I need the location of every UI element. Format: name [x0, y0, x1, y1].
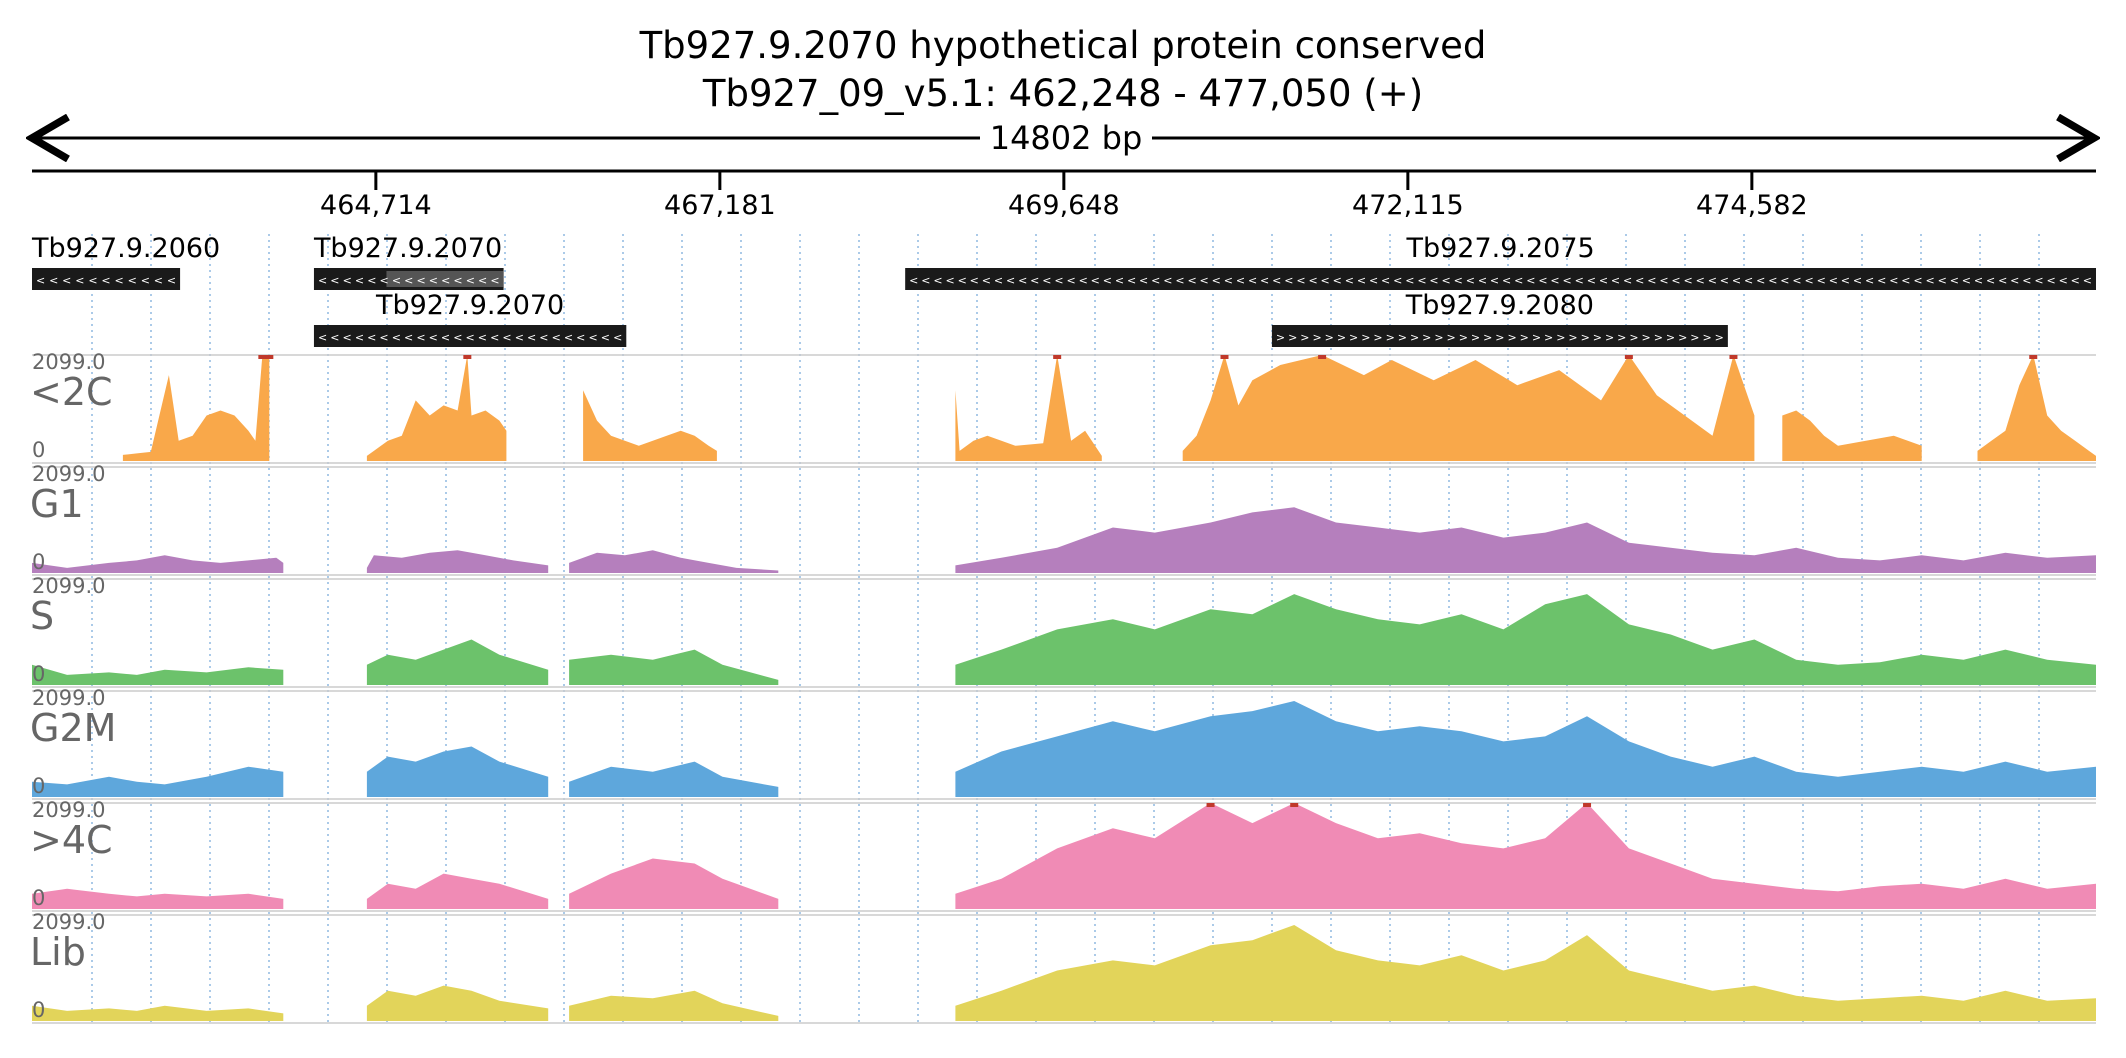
- coverage-segment: [32, 766, 284, 797]
- clip-marker: [1729, 355, 1738, 359]
- coverage-segment: [366, 355, 507, 461]
- track-name: <2C: [30, 370, 113, 414]
- strand-chevrons: <<<<<<<<<<<<<<<: [318, 274, 500, 287]
- coverage-segment: [569, 649, 779, 685]
- track-name: >4C: [30, 818, 113, 862]
- ruler-tick-label: 467,181: [664, 190, 776, 221]
- strand-chevrons: <<<<<<<<<<<: [36, 274, 176, 287]
- clip-marker: [1053, 355, 1062, 359]
- clip-marker: [265, 355, 274, 359]
- gene-3[interactable]: <<<<<<<<<<<<<<<<<<<<<<<<<<<<<<<<<<<<<<<<…: [905, 233, 2096, 290]
- gene-label: Tb927.9.2080: [1405, 290, 1594, 321]
- gene-label: Tb927.9.2070: [375, 290, 564, 321]
- clip-marker: [1583, 803, 1592, 807]
- track-2: 2099.0S 0: [30, 574, 2096, 688]
- ruler-tick-label: 474,582: [1696, 190, 1808, 221]
- gene-0[interactable]: <<<<<<<<<<< Tb927.9.2060: [31, 233, 220, 290]
- clip-marker: [2029, 355, 2038, 359]
- span-length-label: 14802 bp: [990, 119, 1143, 157]
- clip-marker: [1624, 355, 1633, 359]
- track-name: S: [30, 594, 54, 638]
- clip-marker: [463, 355, 472, 359]
- strand-chevrons: >>>>>>>>>>>>>>>>>>>>>>>>>>>>>>>>>>>>>: [1276, 331, 1724, 344]
- clip-marker: [1290, 803, 1299, 807]
- track-0: 2099.0<2C 0: [30, 350, 2096, 464]
- coverage-segment: [569, 858, 779, 909]
- coverage-segment: [32, 1005, 284, 1021]
- gene-label: Tb927.9.2075: [1405, 233, 1594, 264]
- track-y-max: 2099.0: [32, 686, 105, 710]
- track-y-min: 0: [32, 438, 45, 462]
- track-y-max: 2099.0: [32, 798, 105, 822]
- coverage-segment: [955, 355, 1102, 461]
- track-y-min: 0: [32, 998, 45, 1022]
- gene-label: Tb927.9.2060: [31, 233, 220, 264]
- coverage-segment: [32, 664, 284, 685]
- coverage-segment: [955, 701, 2096, 797]
- track-y-max: 2099.0: [32, 910, 105, 934]
- coverage-segment: [366, 550, 549, 573]
- coverage-segment: [569, 990, 779, 1021]
- coverage-segment: [955, 803, 2096, 909]
- track-name: G2M: [30, 706, 116, 750]
- gene-1[interactable]: <<<<<<<<<<<<<<< Tb927.9.2070: [313, 233, 504, 290]
- ruler-tick-label: 469,648: [1008, 190, 1120, 221]
- coverage-segment: [1977, 355, 2096, 461]
- gene-annotations: <<<<<<<<<<< Tb927.9.2060 <<<<<<<<<<<<<<< Tb…: [31, 233, 2096, 347]
- coverage-segment: [1182, 355, 1755, 461]
- clip-marker: [1318, 355, 1327, 359]
- coverage-segment: [955, 925, 2096, 1021]
- gene-2[interactable]: <<<<<<<<<<<<<<<<<<<<<<<<< Tb927.9.2070: [313, 290, 627, 347]
- gene-bar[interactable]: [32, 268, 181, 290]
- strand-chevrons: <<<<<<<<<<<<<<<<<<<<<<<<<: [318, 331, 622, 344]
- track-y-max: 2099.0: [32, 462, 105, 486]
- gene-bar[interactable]: [313, 325, 627, 347]
- clip-marker: [1220, 355, 1229, 359]
- coverage-segment: [569, 550, 779, 573]
- track-y-max: 2099.0: [32, 350, 105, 374]
- track-y-min: 0: [32, 662, 45, 686]
- clip-marker: [1206, 803, 1215, 807]
- track-4: 2099.0>4C 0: [30, 798, 2096, 912]
- gene-bar[interactable]: [905, 268, 2096, 290]
- ruler-tick-label: 472,115: [1352, 190, 1464, 221]
- figure-title-line2: Tb927_09_v5.1: 462,248 - 477,050 (+): [702, 72, 1423, 115]
- gene-4[interactable]: >>>>>>>>>>>>>>>>>>>>>>>>>>>>>>>>>>>>> Tb9…: [1271, 290, 1728, 347]
- gene-label: Tb927.9.2070: [313, 233, 502, 264]
- track-1: 2099.0G1 0: [30, 462, 2096, 576]
- coverage-segment: [366, 985, 549, 1021]
- coverage-segment: [583, 390, 717, 461]
- coordinate-ruler: 464,714 467,181 469,648 472,115 474,582: [32, 169, 2096, 221]
- clip-marker: [258, 355, 267, 359]
- coverage-segment: [955, 507, 2096, 573]
- span-indicator: 14802 bp: [32, 119, 2094, 157]
- figure-title-line1: Tb927.9.2070 hypothetical protein conser…: [639, 24, 1487, 67]
- coverage-segment: [569, 761, 779, 797]
- coverage-segment: [366, 746, 549, 797]
- coverage-segment: [32, 555, 284, 573]
- track-y-max: 2099.0: [32, 574, 105, 598]
- coverage-segment: [366, 873, 549, 909]
- gene-bar[interactable]: [1271, 325, 1728, 347]
- track-name: Lib: [30, 930, 86, 974]
- coverage-segment: [366, 639, 549, 685]
- coverage-segment: [1782, 410, 1922, 461]
- track-y-min: 0: [32, 886, 45, 910]
- track-y-min: 0: [32, 550, 45, 574]
- coverage-tracks: 2099.0<2C02099.0G102099.0S02099.0G2M0209…: [30, 350, 2096, 1024]
- track-y-min: 0: [32, 774, 45, 798]
- coverage-segment: [955, 594, 2096, 685]
- coverage-segment: [32, 888, 284, 909]
- track-name: G1: [30, 482, 84, 526]
- coverage-segment: [122, 355, 270, 461]
- gene-utr: [386, 271, 504, 287]
- ruler-tick-label: 464,714: [320, 190, 432, 221]
